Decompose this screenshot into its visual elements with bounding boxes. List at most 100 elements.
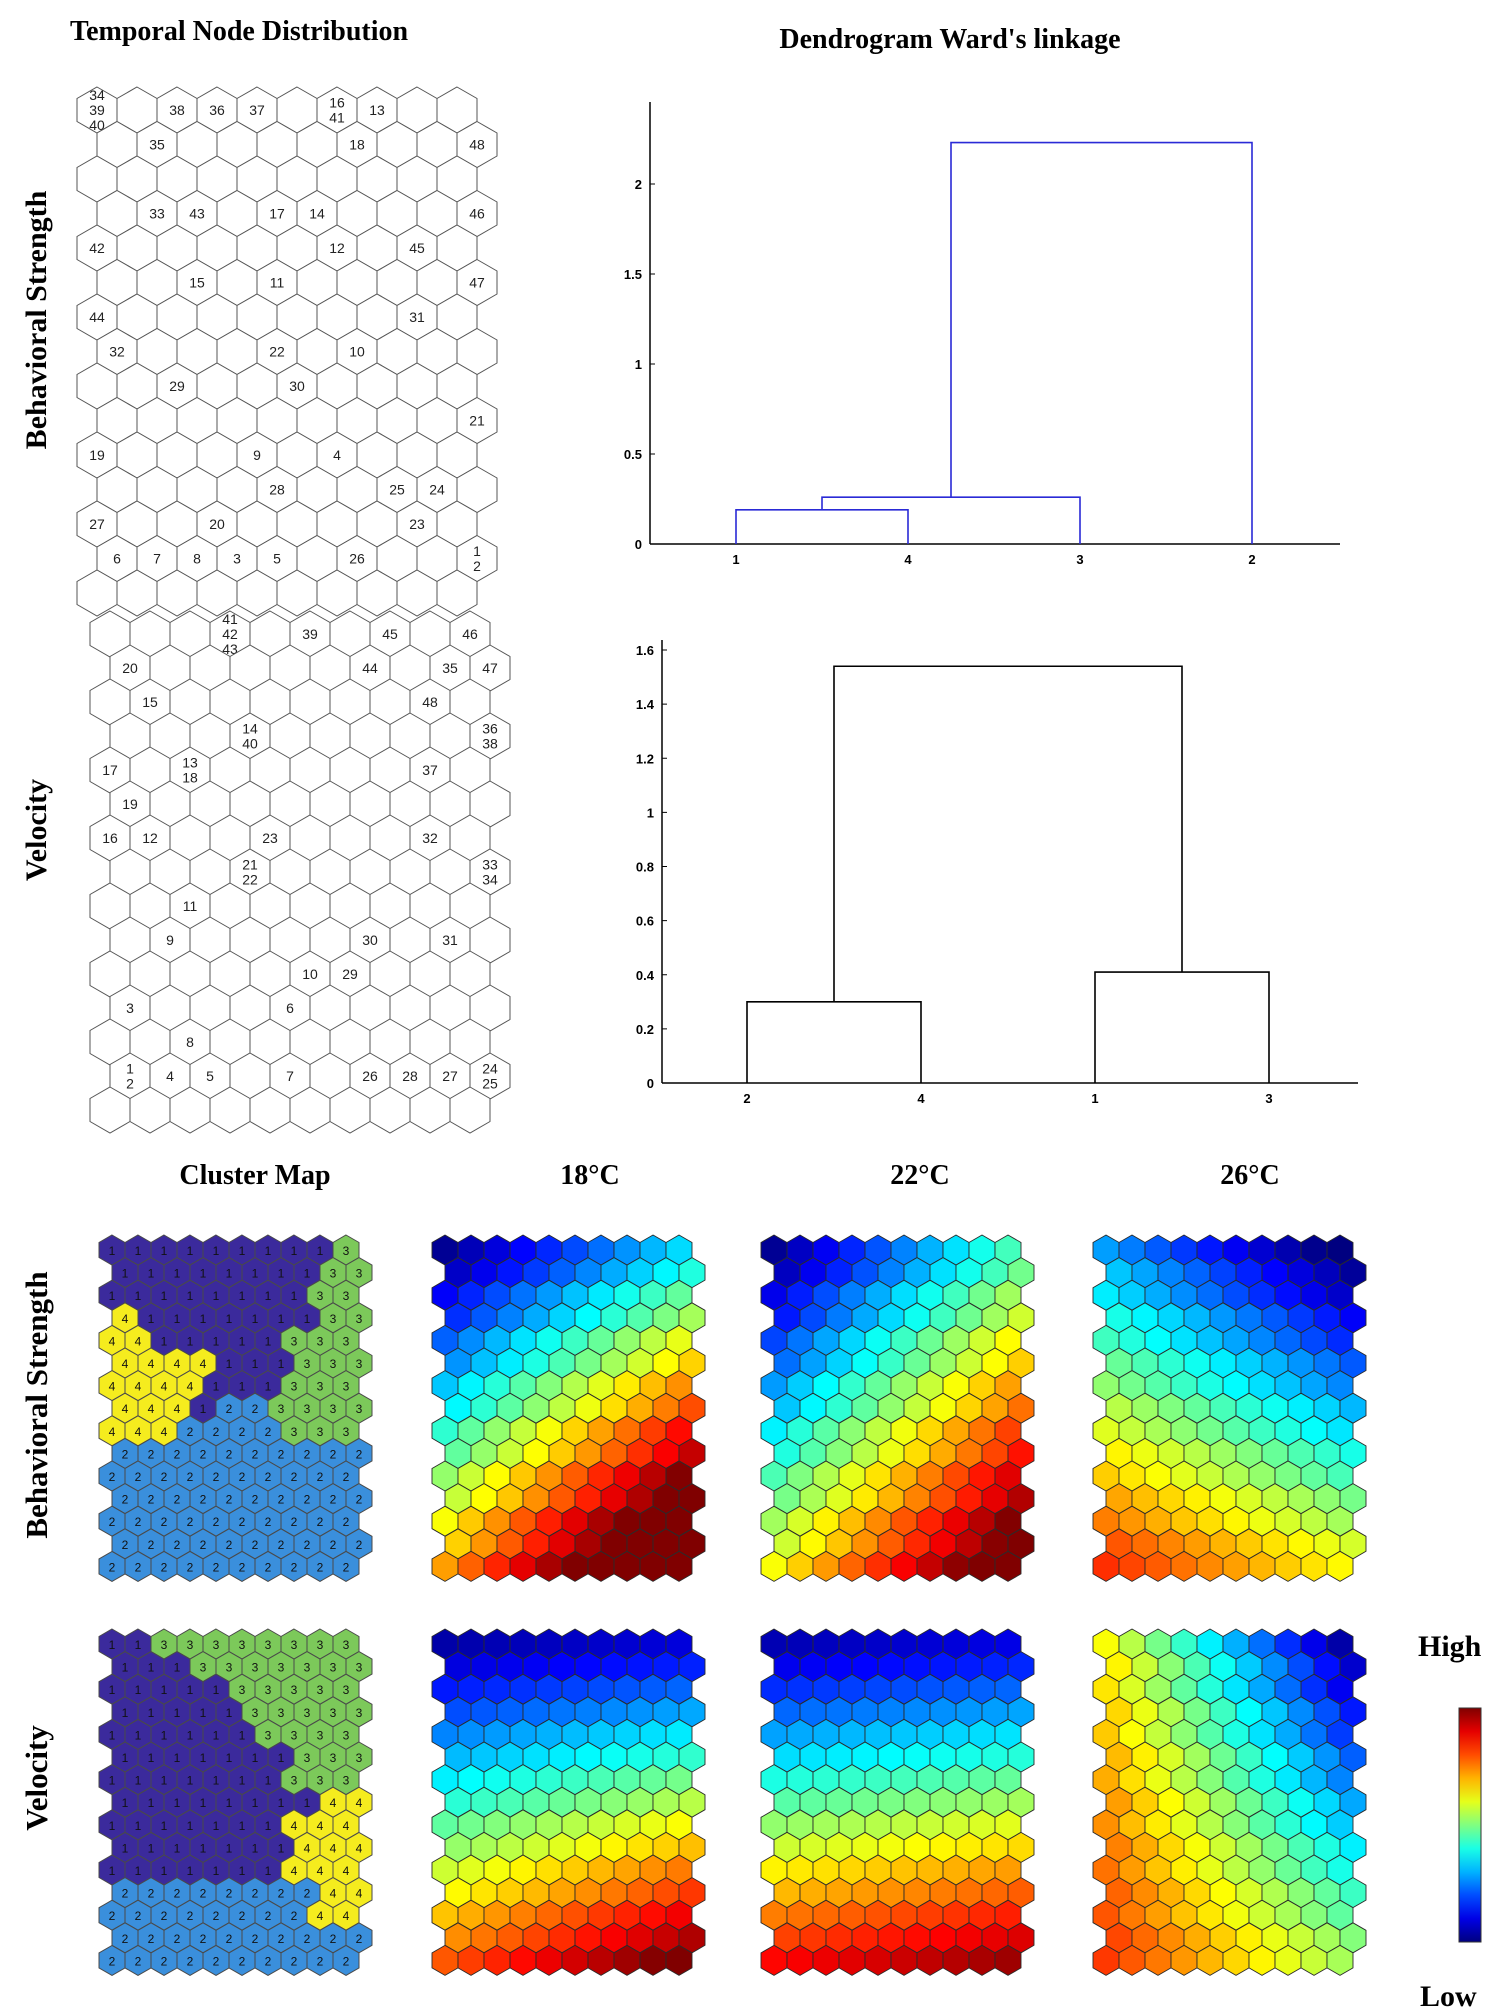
cluster-label: 1 <box>122 1267 129 1281</box>
hit-label: 35 <box>149 137 165 153</box>
cluster-label: 2 <box>187 1470 194 1484</box>
cluster-label: 2 <box>161 1560 168 1574</box>
cluster-label: 1 <box>278 1357 285 1371</box>
hit-label: 8 <box>193 551 201 567</box>
hit-label: 30 <box>362 932 378 948</box>
dendro_velocity-group: 0 0.2 0.4 0.6 0.8 1 1.2 1.4 1.6 2 4 1 3 <box>636 640 1358 1106</box>
cluster-label: 3 <box>161 1638 168 1652</box>
cluster-label: 4 <box>161 1380 168 1394</box>
cluster-label: 1 <box>122 1661 129 1675</box>
cluster-label: 4 <box>135 1334 142 1348</box>
cluster-label: 2 <box>148 1932 155 1946</box>
cluster-label: 4 <box>317 1909 324 1923</box>
cluster-map-header: Cluster Map <box>179 1160 331 1191</box>
hit-label: 43 <box>189 206 205 222</box>
cluster-label: 2 <box>317 1470 324 1484</box>
cluster-label: 2 <box>135 1560 142 1574</box>
cluster-label: 1 <box>200 1706 207 1720</box>
cluster-label: 1 <box>174 1661 181 1675</box>
x-tick-label: 3 <box>1076 552 1083 567</box>
cluster-label: 2 <box>265 1425 272 1439</box>
cluster-label: 1 <box>148 1661 155 1675</box>
hit-label: 21 <box>242 857 258 873</box>
cluster-label: 2 <box>226 1538 233 1552</box>
hit-label: 40 <box>242 736 258 752</box>
hit-label: 5 <box>206 1068 214 1084</box>
cluster-label: 1 <box>148 1796 155 1810</box>
cluster-label: 2 <box>291 1954 298 1968</box>
cluster_velocity-cell <box>332 1944 360 1976</box>
hit-label: 33 <box>149 206 165 222</box>
cluster-label: 2 <box>356 1493 363 1507</box>
cluster-label: 4 <box>109 1380 116 1394</box>
cluster-label: 1 <box>174 1841 181 1855</box>
cluster-label: 1 <box>278 1751 285 1765</box>
cluster-label: 2 <box>278 1493 285 1507</box>
colorbar-high-label: High <box>1418 1630 1482 1663</box>
cluster-label: 1 <box>109 1289 116 1303</box>
cluster-label: 4 <box>122 1312 129 1326</box>
cluster-label: 3 <box>330 1357 337 1371</box>
hit-label: 47 <box>469 275 485 291</box>
hit-label: 25 <box>389 482 405 498</box>
cluster-label: 1 <box>265 1774 272 1788</box>
cluster-label: 4 <box>161 1425 168 1439</box>
cluster-label: 3 <box>343 1244 350 1258</box>
heat_v18-cell <box>665 1944 693 1976</box>
cluster-label: 1 <box>200 1751 207 1765</box>
heat_v26-cell <box>1326 1944 1354 1976</box>
cluster-label: 2 <box>135 1470 142 1484</box>
cluster-label: 1 <box>213 1289 220 1303</box>
cluster-label: 2 <box>291 1470 298 1484</box>
cluster-label: 3 <box>356 1661 363 1675</box>
cluster-label: 2 <box>343 1515 350 1529</box>
cluster-label: 2 <box>343 1470 350 1484</box>
hit-label: 18 <box>182 770 198 786</box>
hit-label: 46 <box>469 206 485 222</box>
cluster-label: 1 <box>148 1267 155 1281</box>
cluster-label: 4 <box>343 1864 350 1878</box>
cluster-label: 3 <box>239 1683 246 1697</box>
cluster-label: 3 <box>200 1661 207 1675</box>
cluster-label: 2 <box>265 1909 272 1923</box>
cluster-label: 1 <box>252 1267 259 1281</box>
cluster-label: 1 <box>265 1380 272 1394</box>
cluster-label: 4 <box>135 1425 142 1439</box>
dendrogram-link <box>821 496 1081 544</box>
hit-label: 48 <box>422 694 438 710</box>
hit-label: 17 <box>269 206 285 222</box>
hit-label: 32 <box>109 344 125 360</box>
cluster-label: 2 <box>122 1932 129 1946</box>
heat_v22-cell <box>994 1944 1022 1976</box>
cluster-label: 2 <box>187 1954 194 1968</box>
cluster-label: 1 <box>187 1334 194 1348</box>
cluster-label: 4 <box>200 1357 207 1371</box>
cluster-label: 2 <box>174 1887 181 1901</box>
cluster-label: 3 <box>304 1751 311 1765</box>
cluster-label: 2 <box>187 1909 194 1923</box>
y-tick-label: 2 <box>635 177 642 192</box>
cluster-label: 1 <box>239 1864 246 1878</box>
y-tick-label: 0.2 <box>636 1022 654 1037</box>
cluster-label: 3 <box>330 1706 337 1720</box>
cluster-label: 1 <box>239 1728 246 1742</box>
cluster-label: 3 <box>330 1267 337 1281</box>
colorbar-low-label: Low <box>1420 1980 1477 2013</box>
hit-label: 18 <box>349 137 365 153</box>
cluster-label: 1 <box>135 1289 142 1303</box>
hit-label: 2 <box>473 558 481 574</box>
cluster-label: 3 <box>304 1706 311 1720</box>
cluster-label: 2 <box>278 1932 285 1946</box>
y-tick-label: 0.6 <box>636 914 654 929</box>
cluster-label: 1 <box>226 1841 233 1855</box>
hit-label: 20 <box>122 660 138 676</box>
cluster-label: 4 <box>330 1887 337 1901</box>
hit-label: 31 <box>409 309 425 325</box>
cluster-label: 2 <box>330 1932 337 1946</box>
cluster-label: 1 <box>265 1289 272 1303</box>
hit-label: 4 <box>333 447 341 463</box>
cluster-label: 2 <box>213 1560 220 1574</box>
cluster-label: 1 <box>213 1774 220 1788</box>
cluster-label: 3 <box>291 1638 298 1652</box>
hit-label: 12 <box>329 240 345 256</box>
